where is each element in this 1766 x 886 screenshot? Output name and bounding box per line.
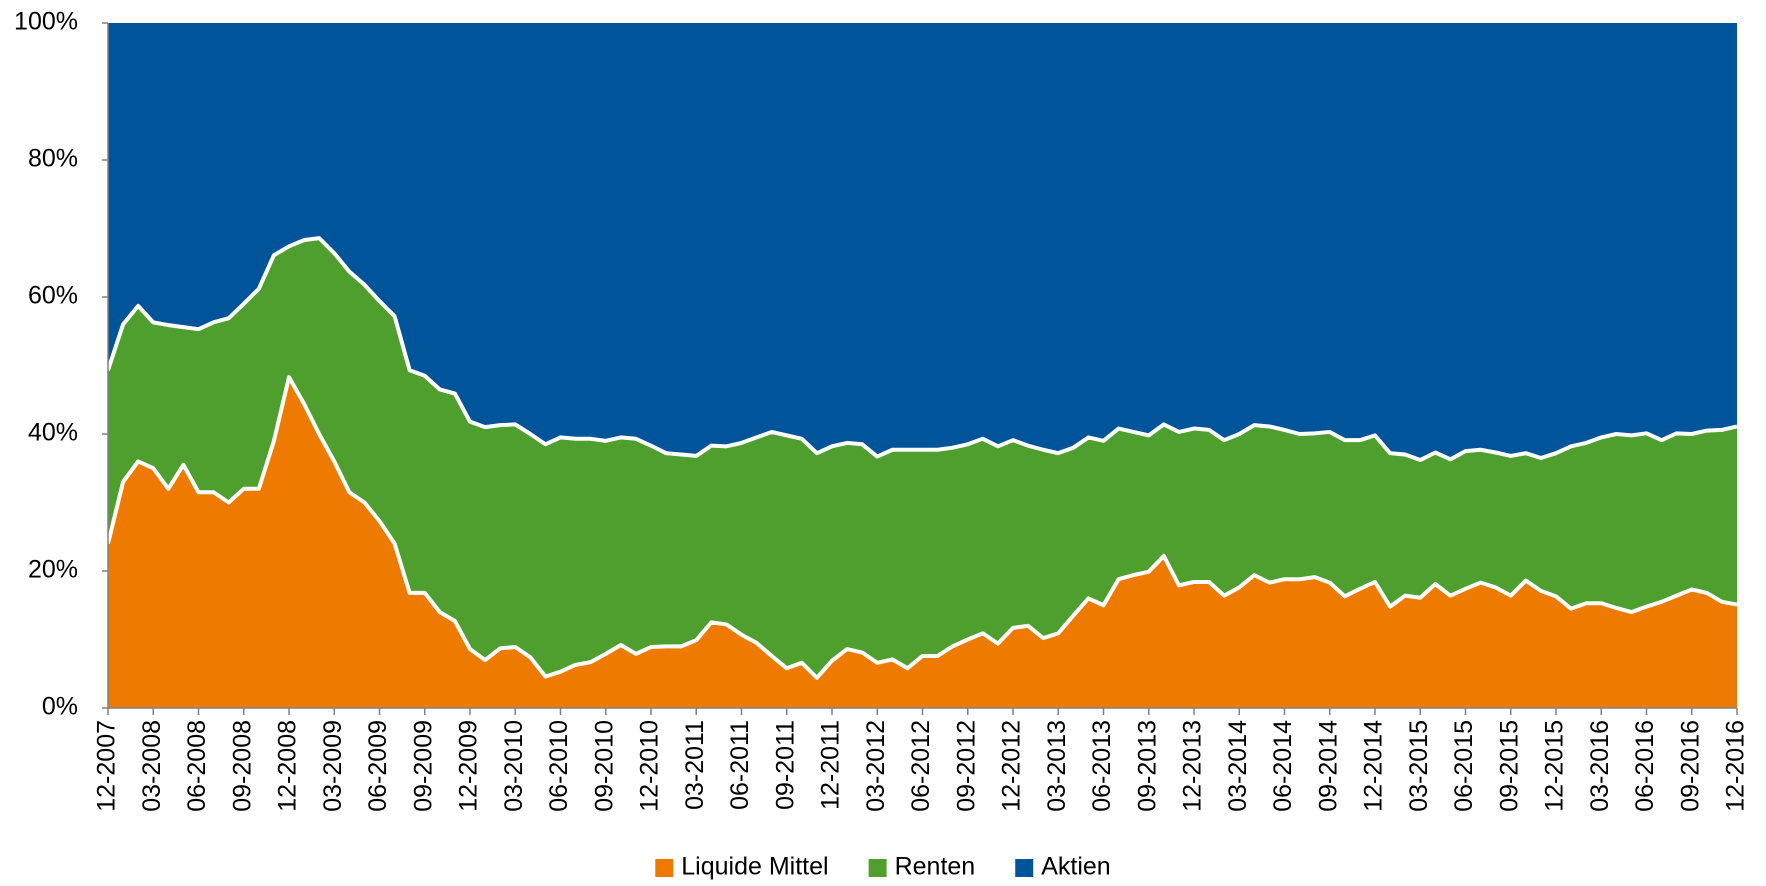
x-tick-label: 09-2008 <box>228 720 256 812</box>
y-tick-label: 40% <box>28 419 78 447</box>
x-tick-label: 03-2013 <box>1043 720 1071 812</box>
x-tick-label: 03-2016 <box>1586 720 1614 812</box>
area-edge <box>106 375 1738 680</box>
x-tick-label: 09-2012 <box>952 720 980 812</box>
x-tick-label: 03-2008 <box>138 720 166 812</box>
x-tick-label: 06-2016 <box>1631 720 1659 812</box>
x-tick-label: 09-2015 <box>1495 720 1523 812</box>
legend-label: Aktien <box>1041 853 1110 881</box>
x-tick-label: 09-2010 <box>590 720 618 812</box>
legend: Liquide Mittel Renten Aktien <box>655 853 1111 881</box>
x-tick-label: 12-2012 <box>998 720 1026 812</box>
x-tick-label: 06-2013 <box>1088 720 1116 812</box>
x-tick-label: 12-2008 <box>274 720 302 812</box>
x-tick-label: 03-2011 <box>681 720 709 810</box>
legend-swatch <box>655 859 674 877</box>
y-tick-label: 100% <box>14 8 78 36</box>
x-tick-label: 12-2013 <box>1179 720 1207 812</box>
x-tick-label: 06-2009 <box>364 720 392 812</box>
x-tick-label: 12-2009 <box>455 720 483 812</box>
legend-label: Renten <box>895 853 976 881</box>
x-tick-label: 06-2011 <box>726 720 754 810</box>
x-tick-label: 03-2010 <box>500 720 528 812</box>
x-tick-label: 03-2012 <box>862 720 890 812</box>
x-tick-label: 03-2014 <box>1224 720 1252 812</box>
y-tick-label: 20% <box>28 556 78 584</box>
x-tick-label: 06-2012 <box>907 720 935 812</box>
x-tick-label: 09-2016 <box>1676 720 1704 812</box>
x-tick-label: 12-2015 <box>1541 720 1569 812</box>
area <box>108 23 1737 461</box>
x-tick-label: 03-2015 <box>1405 720 1433 812</box>
x-tick-label: 12-2014 <box>1360 720 1388 812</box>
x-tick-label: 09-2011 <box>771 720 799 810</box>
x-tick-label: 12-2010 <box>636 720 664 812</box>
y-tick-label: 60% <box>28 282 78 310</box>
x-tick-label: 06-2015 <box>1450 720 1478 812</box>
y-tick-label: 0% <box>42 693 78 721</box>
x-tick-label: 09-2009 <box>409 720 437 812</box>
area <box>108 377 1737 708</box>
area-edge <box>106 236 1738 463</box>
x-tick-label: 12-2007 <box>93 720 121 812</box>
legend-label: Liquide Mittel <box>681 853 828 881</box>
x-tick-label: 03-2009 <box>319 720 347 812</box>
x-tick-label: 06-2008 <box>183 720 211 812</box>
x-tick-label: 12-2016 <box>1722 720 1750 812</box>
x-tick-label: 06-2010 <box>545 720 573 812</box>
y-tick-label: 80% <box>28 145 78 173</box>
area <box>108 238 1737 678</box>
x-tick-label: 12-2011 <box>817 720 845 810</box>
x-tick-label: 06-2014 <box>1269 720 1297 812</box>
legend-swatch <box>1015 859 1034 877</box>
x-tick-label: 09-2013 <box>1133 720 1161 812</box>
x-tick-label: 09-2014 <box>1314 720 1342 812</box>
legend-swatch <box>868 859 887 877</box>
